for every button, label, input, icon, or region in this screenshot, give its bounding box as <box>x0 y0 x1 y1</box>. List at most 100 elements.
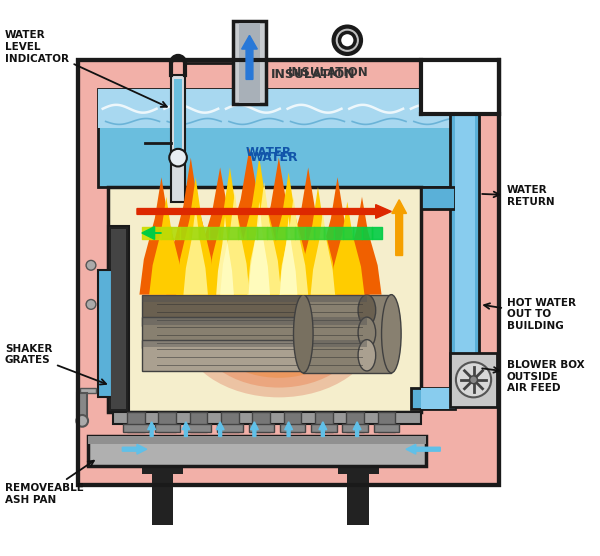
Polygon shape <box>252 158 306 295</box>
Bar <box>98 89 470 128</box>
Bar <box>217 424 242 431</box>
Polygon shape <box>220 192 250 295</box>
Polygon shape <box>149 197 184 295</box>
FancyArrow shape <box>353 422 361 436</box>
Bar <box>152 466 173 524</box>
FancyArrow shape <box>242 36 257 80</box>
Text: WATER: WATER <box>250 151 298 164</box>
Ellipse shape <box>232 295 325 363</box>
Bar <box>421 388 455 409</box>
Text: INSULATION: INSULATION <box>287 66 368 79</box>
Bar <box>142 317 367 349</box>
Polygon shape <box>330 202 364 295</box>
Polygon shape <box>421 60 499 113</box>
FancyArrow shape <box>137 205 391 219</box>
Text: WATER
RETURN: WATER RETURN <box>482 185 554 207</box>
Bar <box>347 466 369 524</box>
Text: SHAKER
GRATES: SHAKER GRATES <box>5 344 106 385</box>
Text: BLOWER BOX
OUTSIDE
AIR FEED: BLOWER BOX OUTSIDE AIR FEED <box>482 360 584 394</box>
Bar <box>127 412 145 431</box>
Bar <box>233 21 266 104</box>
FancyArrow shape <box>250 422 258 436</box>
Bar <box>346 412 364 431</box>
Bar <box>377 412 395 431</box>
Bar <box>374 424 399 431</box>
Bar <box>280 424 305 431</box>
Polygon shape <box>343 197 382 295</box>
Polygon shape <box>266 172 311 295</box>
Bar <box>190 412 208 431</box>
Polygon shape <box>235 158 284 295</box>
Text: INSULATION: INSULATION <box>271 68 355 81</box>
Bar <box>142 295 367 302</box>
Bar <box>248 424 274 431</box>
Bar <box>450 353 497 407</box>
FancyArrow shape <box>148 422 155 436</box>
Bar <box>315 412 332 431</box>
Bar <box>142 317 367 325</box>
Bar <box>107 187 421 412</box>
Ellipse shape <box>245 302 313 356</box>
Ellipse shape <box>208 280 350 378</box>
Bar <box>158 412 176 431</box>
Bar <box>142 340 367 371</box>
Text: REMOVEABLE
ASH PAN: REMOVEABLE ASH PAN <box>5 461 94 505</box>
Polygon shape <box>280 216 298 295</box>
Polygon shape <box>166 158 215 295</box>
Bar <box>343 424 368 431</box>
Bar <box>98 89 470 187</box>
Ellipse shape <box>382 295 401 373</box>
Polygon shape <box>216 216 234 295</box>
Ellipse shape <box>358 295 376 326</box>
FancyArrow shape <box>392 200 407 256</box>
Text: HOT WATER
OUT TO
BUILDING: HOT WATER OUT TO BUILDING <box>484 297 576 331</box>
Bar <box>123 424 149 431</box>
Polygon shape <box>279 197 308 295</box>
Bar <box>107 226 129 412</box>
Ellipse shape <box>220 287 338 370</box>
Bar <box>171 75 185 202</box>
Bar <box>411 388 455 409</box>
Bar <box>174 80 182 158</box>
Bar <box>239 23 260 103</box>
Text: WATER
LEVEL
INDICATOR: WATER LEVEL INDICATOR <box>5 31 167 107</box>
Circle shape <box>456 362 491 398</box>
Ellipse shape <box>196 270 362 388</box>
Polygon shape <box>248 202 270 295</box>
FancyArrow shape <box>142 227 161 239</box>
FancyArrow shape <box>122 444 147 454</box>
Bar <box>88 436 425 466</box>
Bar <box>221 412 239 431</box>
Bar <box>142 340 367 348</box>
Circle shape <box>76 415 88 426</box>
FancyArrow shape <box>406 444 440 454</box>
Polygon shape <box>193 167 247 295</box>
Circle shape <box>169 149 187 166</box>
Bar <box>98 270 112 398</box>
Circle shape <box>340 32 355 48</box>
Ellipse shape <box>358 340 376 371</box>
Bar <box>113 412 421 424</box>
Polygon shape <box>176 177 215 295</box>
Polygon shape <box>284 167 332 295</box>
Bar <box>110 229 126 409</box>
Bar <box>311 424 337 431</box>
Bar <box>421 187 455 208</box>
Polygon shape <box>299 187 337 295</box>
Ellipse shape <box>293 295 313 373</box>
Polygon shape <box>184 207 208 295</box>
Bar <box>142 464 183 474</box>
FancyArrow shape <box>216 422 224 436</box>
Bar <box>80 388 96 394</box>
Text: WATER: WATER <box>246 146 292 159</box>
Polygon shape <box>139 177 184 295</box>
Circle shape <box>470 376 478 384</box>
Circle shape <box>334 27 361 54</box>
Polygon shape <box>220 148 279 295</box>
Bar <box>78 60 499 485</box>
Bar <box>78 60 499 485</box>
Bar <box>77 394 87 421</box>
Polygon shape <box>311 211 335 295</box>
Ellipse shape <box>181 260 377 398</box>
FancyArrow shape <box>319 422 327 436</box>
